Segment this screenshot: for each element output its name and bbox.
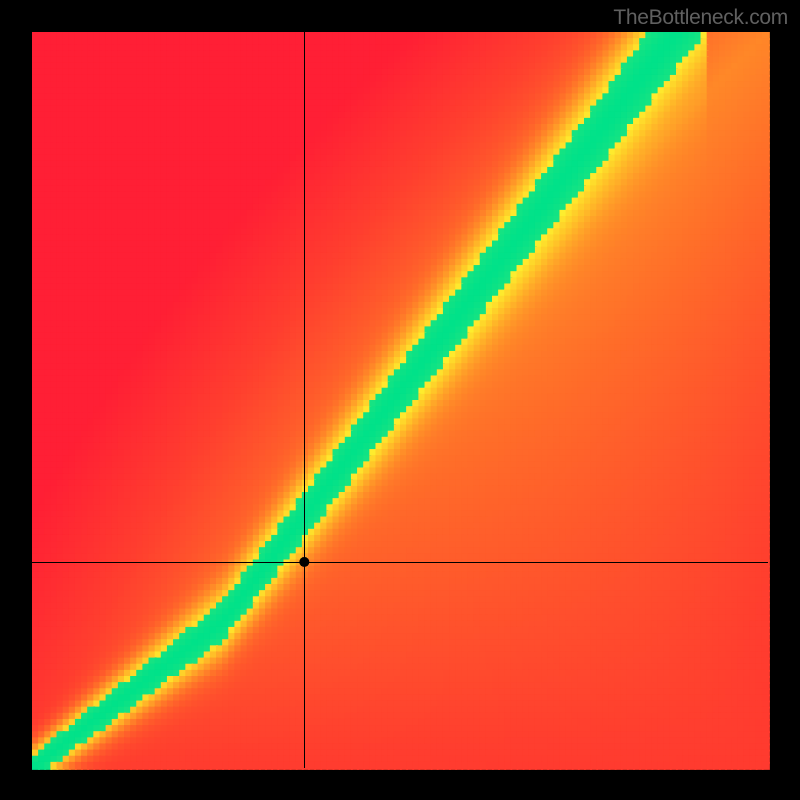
heatmap-overlay xyxy=(0,0,800,800)
chart-container: TheBottleneck.com xyxy=(0,0,800,800)
watermark-text: TheBottleneck.com xyxy=(613,6,788,30)
